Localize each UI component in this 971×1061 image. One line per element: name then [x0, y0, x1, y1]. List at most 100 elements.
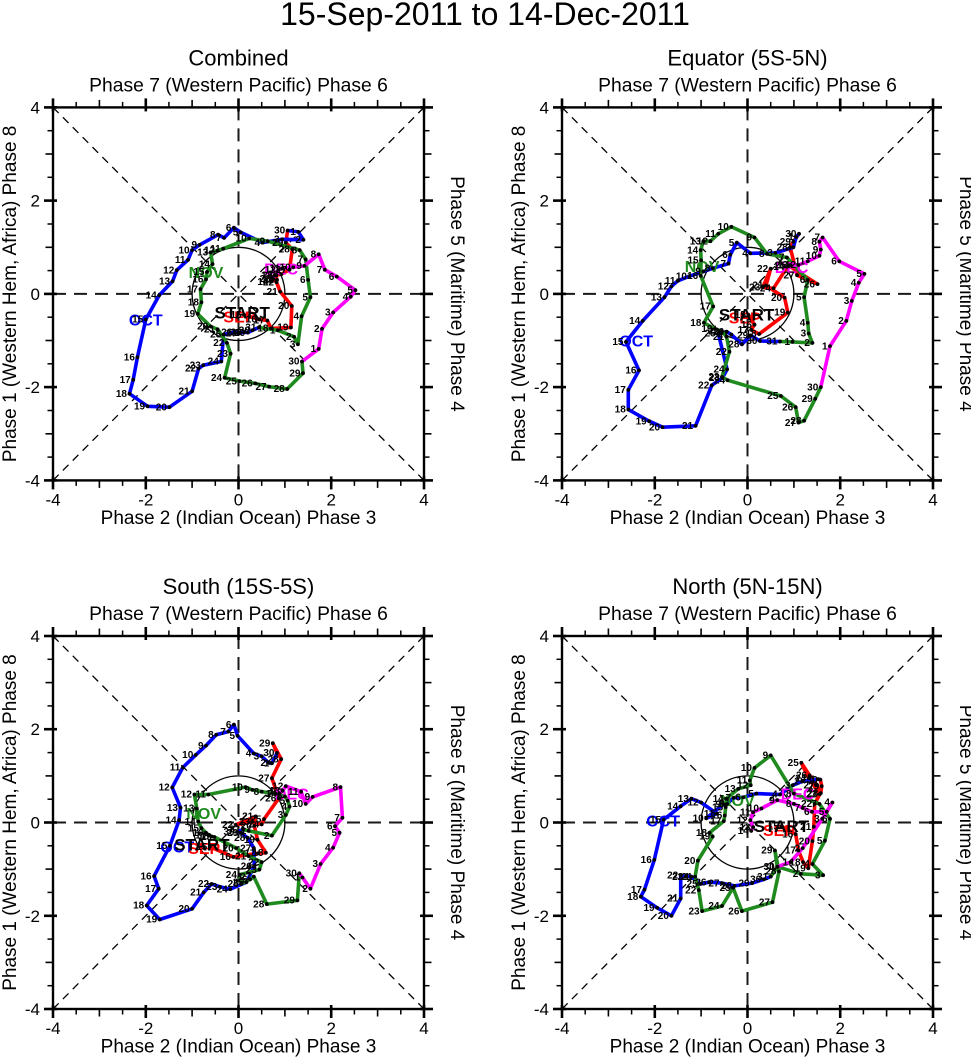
svg-text:-4: -4 [25, 471, 40, 490]
svg-text:13: 13 [167, 803, 179, 814]
svg-text:26: 26 [782, 402, 794, 413]
svg-text:6: 6 [329, 272, 335, 283]
svg-text:24: 24 [263, 275, 275, 286]
svg-text:-2: -2 [534, 378, 549, 397]
svg-text:16: 16 [711, 811, 723, 822]
svg-text:6: 6 [327, 821, 333, 832]
svg-text:27: 27 [785, 418, 797, 429]
svg-text:25: 25 [228, 879, 240, 890]
svg-text:18: 18 [252, 848, 264, 859]
svg-text:11: 11 [704, 809, 715, 820]
svg-text:3: 3 [278, 810, 284, 821]
svg-text:2: 2 [302, 884, 308, 895]
svg-text:1: 1 [241, 826, 247, 837]
svg-text:11: 11 [740, 807, 751, 818]
svg-text:Phase 7 (Western Pacific) Phas: Phase 7 (Western Pacific) Phase 6 [598, 604, 897, 625]
svg-text:6: 6 [226, 720, 232, 731]
svg-text:27: 27 [276, 265, 288, 276]
svg-text:10: 10 [718, 222, 730, 233]
svg-text:11: 11 [288, 787, 299, 798]
svg-text:16: 16 [220, 852, 232, 863]
svg-text:8: 8 [210, 230, 216, 241]
svg-text:13: 13 [261, 270, 273, 281]
svg-text:0: 0 [234, 490, 243, 509]
svg-text:7: 7 [811, 799, 817, 810]
svg-text:DEC: DEC [264, 262, 298, 279]
svg-text:15: 15 [612, 337, 624, 348]
svg-text:2: 2 [804, 338, 810, 349]
svg-text:25: 25 [767, 391, 779, 402]
svg-text:7: 7 [216, 233, 222, 244]
svg-text:6: 6 [800, 275, 806, 286]
svg-text:22: 22 [667, 870, 679, 881]
svg-text:1: 1 [783, 857, 789, 868]
svg-text:7: 7 [268, 789, 274, 800]
svg-text:28: 28 [274, 384, 286, 395]
svg-text:20: 20 [684, 856, 696, 867]
svg-text:29: 29 [738, 878, 750, 889]
svg-text:5: 5 [280, 796, 286, 807]
svg-text:26: 26 [713, 327, 725, 338]
svg-text:7: 7 [726, 793, 732, 804]
svg-text:23: 23 [206, 882, 218, 893]
svg-text:0: 0 [234, 1019, 243, 1038]
svg-text:4: 4 [419, 1019, 428, 1038]
svg-text:7: 7 [779, 253, 785, 264]
svg-text:21: 21 [242, 812, 254, 823]
svg-text:-4: -4 [534, 1000, 549, 1019]
svg-text:29: 29 [259, 738, 271, 749]
svg-text:START: START [214, 304, 270, 323]
svg-text:15: 15 [196, 842, 208, 853]
svg-text:19: 19 [701, 324, 713, 335]
svg-text:13: 13 [651, 292, 663, 303]
svg-text:15: 15 [712, 802, 724, 813]
svg-text:29: 29 [802, 394, 814, 405]
svg-text:Phase 5 (Maritime) Phase 4: Phase 5 (Maritime) Phase 4 [955, 705, 971, 941]
svg-text:24: 24 [760, 284, 772, 295]
svg-text:4: 4 [419, 490, 428, 509]
svg-text:START: START [754, 817, 810, 836]
svg-text:-4: -4 [45, 1019, 60, 1038]
svg-text:OCT: OCT [646, 814, 680, 831]
svg-text:1: 1 [784, 337, 790, 348]
svg-text:16: 16 [687, 271, 699, 282]
svg-text:-2: -2 [25, 378, 40, 397]
svg-text:26: 26 [241, 862, 253, 873]
svg-text:-4: -4 [25, 1000, 40, 1019]
svg-text:21: 21 [204, 325, 216, 336]
svg-text:START: START [174, 835, 230, 854]
svg-text:12: 12 [658, 282, 670, 293]
svg-text:8: 8 [332, 782, 338, 793]
svg-text:-4: -4 [554, 490, 569, 509]
svg-text:11: 11 [175, 255, 186, 266]
svg-text:17: 17 [195, 830, 207, 841]
svg-text:23: 23 [246, 865, 258, 876]
svg-text:18: 18 [696, 828, 708, 839]
svg-text:27: 27 [240, 843, 252, 854]
svg-text:14: 14 [629, 316, 641, 327]
svg-text:24: 24 [714, 375, 726, 386]
svg-text:13: 13 [690, 236, 702, 247]
svg-text:24: 24 [678, 872, 690, 883]
svg-text:12: 12 [181, 790, 193, 801]
svg-text:13: 13 [777, 260, 789, 271]
svg-text:23: 23 [239, 817, 251, 828]
svg-text:20: 20 [799, 836, 811, 847]
svg-text:14: 14 [713, 794, 725, 805]
svg-text:SEP: SEP [729, 311, 761, 328]
svg-text:7: 7 [220, 727, 226, 738]
svg-text:9: 9 [296, 261, 302, 272]
svg-text:19: 19 [795, 863, 807, 874]
svg-text:0: 0 [31, 285, 40, 304]
svg-text:4: 4 [851, 278, 857, 289]
svg-text:14: 14 [687, 245, 699, 256]
svg-text:13: 13 [678, 794, 690, 805]
svg-text:1: 1 [264, 759, 270, 770]
svg-text:13: 13 [159, 277, 171, 288]
svg-text:21: 21 [681, 872, 693, 883]
svg-text:18: 18 [116, 389, 128, 400]
svg-text:5: 5 [233, 228, 239, 239]
svg-text:9: 9 [191, 240, 197, 251]
svg-text:4: 4 [804, 859, 810, 870]
svg-text:13: 13 [725, 784, 737, 795]
